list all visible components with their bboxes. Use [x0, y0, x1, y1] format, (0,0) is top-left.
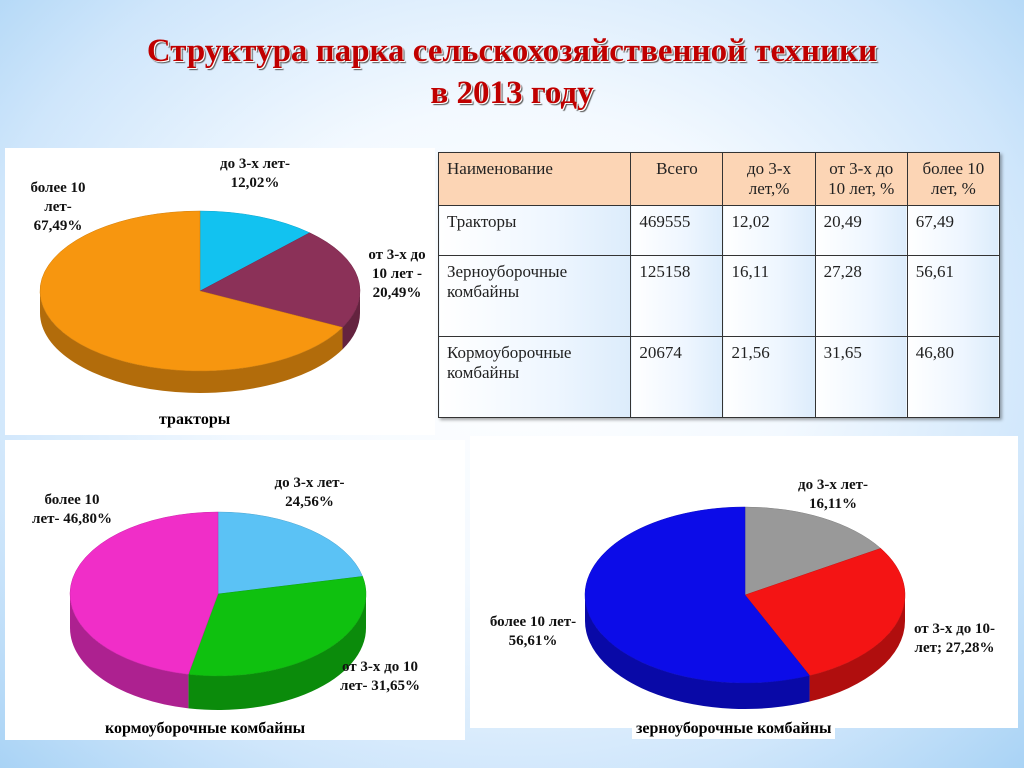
title-line-1: Структура парка сельскохозяйственной тех… — [146, 33, 878, 69]
table-row: Тракторы 469555 12,02 20,49 67,49 — [437, 204, 1001, 257]
forage-label-over10: более 10 лет- 46,80% — [32, 492, 112, 527]
cell-under3: 21,56 — [722, 336, 816, 418]
cell-3to10: 20,49 — [814, 204, 908, 257]
forage-chart-title: кормоуборочные комбайны — [101, 719, 310, 739]
cell-total: 20674 — [630, 336, 724, 418]
title-line-2: в 2013 году — [430, 75, 594, 111]
fleet-table: Наименование Всего до 3-х лет,% от 3-х д… — [437, 152, 1001, 418]
slide-title: Структура парка сельскохозяйственной тех… — [0, 30, 1024, 114]
grain-chart-title: зерноуборочные комбайны — [632, 719, 836, 739]
cell-over10: 46,80 — [906, 336, 1001, 418]
header-over10: более 10 лет, % — [906, 152, 1001, 206]
tractors-label-3to10: от 3-х до 10 лет - 20,49% — [368, 247, 426, 301]
cell-total: 125158 — [630, 255, 724, 338]
cell-3to10: 27,28 — [814, 255, 908, 338]
tractors-label-under3: до 3-х лет- 12,02% — [219, 156, 291, 191]
cell-under3: 12,02 — [722, 204, 816, 257]
table-header-row: Наименование Всего до 3-х лет,% от 3-х д… — [437, 152, 1001, 206]
forage-label-3to10: от 3-х до 10 лет- 31,65% — [340, 659, 420, 694]
tractors-label-over10: более 10 лет- 67,49% — [30, 180, 86, 234]
cell-name: Зерноуборочные комбайны — [437, 255, 632, 338]
header-3to10: от 3-х до 10 лет, % — [814, 152, 908, 206]
header-name: Наименование — [437, 152, 632, 206]
table-row: Кормоуборочные комбайны 20674 21,56 31,6… — [437, 336, 1001, 418]
header-total: Всего — [630, 152, 724, 206]
forage-label-under3: до 3-х лет- 24,56% — [274, 475, 345, 510]
header-under3: до 3-х лет,% — [722, 152, 816, 206]
grain-chart-panel — [470, 436, 1018, 728]
cell-under3: 16,11 — [722, 255, 816, 338]
grain-label-over10: более 10 лет- 56,61% — [489, 614, 577, 649]
cell-total: 469555 — [630, 204, 724, 257]
grain-label-3to10: от 3-х до 10- лет; 27,28% — [914, 621, 995, 656]
table-row: Зерноуборочные комбайны 125158 16,11 27,… — [437, 255, 1001, 338]
cell-name: Тракторы — [437, 204, 632, 257]
tractors-chart-title: тракторы — [155, 410, 235, 430]
cell-name: Кормоуборочные комбайны — [437, 336, 632, 418]
cell-over10: 56,61 — [906, 255, 1001, 338]
grain-label-under3: до 3-х лет- 16,11% — [797, 477, 869, 512]
cell-3to10: 31,65 — [814, 336, 908, 418]
cell-over10: 67,49 — [906, 204, 1001, 257]
